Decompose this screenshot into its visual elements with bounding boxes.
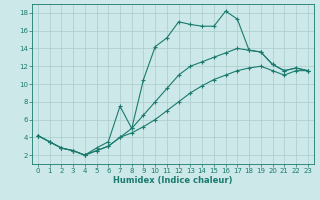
X-axis label: Humidex (Indice chaleur): Humidex (Indice chaleur) <box>113 176 233 185</box>
